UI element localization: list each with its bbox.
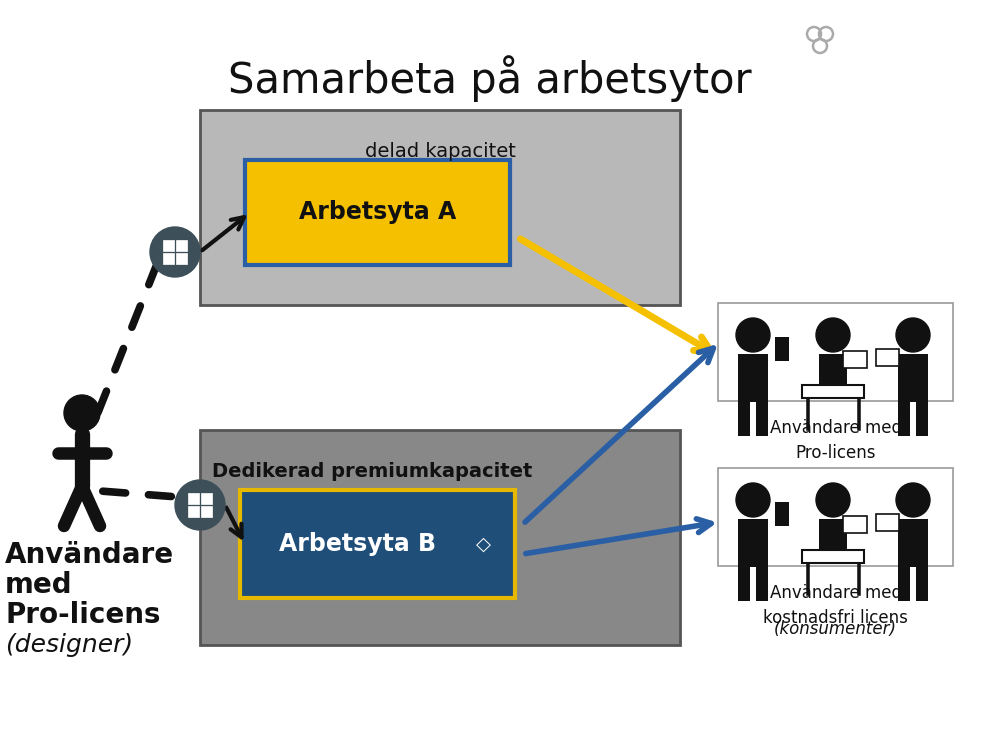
FancyBboxPatch shape	[188, 506, 199, 517]
FancyBboxPatch shape	[245, 160, 510, 265]
FancyBboxPatch shape	[200, 110, 680, 305]
Text: Arbetsyta B: Arbetsyta B	[279, 532, 436, 556]
FancyBboxPatch shape	[876, 349, 900, 365]
FancyBboxPatch shape	[718, 303, 953, 401]
FancyBboxPatch shape	[738, 402, 749, 435]
FancyBboxPatch shape	[802, 385, 863, 398]
Text: Användare: Användare	[5, 541, 174, 569]
FancyBboxPatch shape	[916, 567, 928, 600]
FancyBboxPatch shape	[240, 490, 515, 598]
Text: (konsumenter): (konsumenter)	[774, 620, 897, 638]
FancyBboxPatch shape	[819, 519, 847, 550]
Circle shape	[736, 318, 770, 352]
Circle shape	[816, 318, 850, 352]
FancyBboxPatch shape	[201, 506, 212, 517]
FancyBboxPatch shape	[176, 253, 186, 264]
FancyBboxPatch shape	[738, 519, 768, 567]
FancyBboxPatch shape	[718, 468, 953, 566]
FancyBboxPatch shape	[898, 567, 909, 600]
FancyBboxPatch shape	[916, 402, 928, 435]
Text: delad kapacitet: delad kapacitet	[365, 142, 515, 161]
FancyBboxPatch shape	[176, 240, 186, 251]
Text: Dedikerad premiumkapacitet: Dedikerad premiumkapacitet	[212, 462, 533, 481]
Circle shape	[896, 483, 930, 517]
Circle shape	[175, 480, 225, 530]
FancyBboxPatch shape	[898, 402, 909, 435]
FancyBboxPatch shape	[775, 337, 789, 361]
FancyBboxPatch shape	[756, 567, 768, 600]
FancyBboxPatch shape	[898, 519, 928, 567]
Text: Användare med
kostnadsfri licens: Användare med kostnadsfri licens	[763, 584, 908, 627]
FancyBboxPatch shape	[802, 550, 863, 563]
FancyBboxPatch shape	[844, 350, 867, 368]
Text: ◇: ◇	[476, 534, 490, 554]
FancyBboxPatch shape	[775, 501, 789, 525]
FancyBboxPatch shape	[738, 354, 768, 402]
FancyBboxPatch shape	[876, 513, 900, 530]
Circle shape	[816, 483, 850, 517]
Text: Samarbeta på arbetsytor: Samarbeta på arbetsytor	[229, 55, 751, 102]
FancyBboxPatch shape	[844, 516, 867, 533]
Circle shape	[64, 395, 100, 431]
FancyBboxPatch shape	[201, 493, 212, 504]
FancyBboxPatch shape	[819, 354, 847, 385]
FancyBboxPatch shape	[163, 240, 175, 251]
Circle shape	[150, 227, 200, 277]
Text: med: med	[5, 571, 73, 599]
Circle shape	[896, 318, 930, 352]
Circle shape	[736, 483, 770, 517]
FancyBboxPatch shape	[163, 253, 175, 264]
FancyBboxPatch shape	[898, 354, 928, 402]
Text: Arbetsyta A: Arbetsyta A	[299, 200, 456, 225]
Text: Pro-licens: Pro-licens	[5, 601, 161, 629]
FancyBboxPatch shape	[200, 430, 680, 645]
FancyBboxPatch shape	[756, 402, 768, 435]
FancyBboxPatch shape	[188, 493, 199, 504]
Text: (designer): (designer)	[5, 633, 133, 657]
Text: Användare med
Pro-licens: Användare med Pro-licens	[769, 419, 902, 462]
FancyBboxPatch shape	[738, 567, 749, 600]
